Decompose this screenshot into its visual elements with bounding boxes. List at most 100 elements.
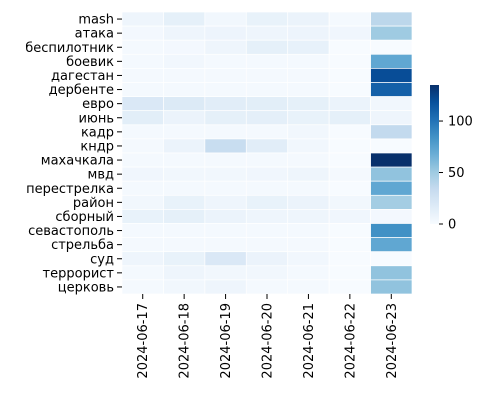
y-tick-label: беспилотник	[25, 41, 114, 56]
heatmap-cell	[204, 39, 247, 55]
heatmap-cell	[245, 279, 289, 295]
heatmap-cell	[163, 237, 206, 253]
heatmap-cells	[121, 11, 413, 295]
heatmap-cell	[204, 82, 247, 97]
heatmap-cell	[121, 152, 164, 168]
heatmap-cell	[163, 223, 206, 238]
heatmap-cell	[328, 265, 371, 281]
heatmap-cell	[163, 11, 206, 27]
heatmap-cell	[287, 265, 330, 281]
heatmap-cell	[245, 124, 289, 140]
heatmap-cell	[245, 53, 289, 69]
heatmap-cell	[163, 25, 206, 41]
y-tick-label: атака	[75, 27, 114, 42]
heatmap-cell	[204, 124, 247, 140]
heatmap-cell	[204, 110, 247, 126]
heatmap-cell	[328, 11, 371, 27]
x-tick-label: 2024-06-18	[178, 303, 193, 379]
heatmap-cell	[328, 251, 371, 267]
heatmap-cell	[370, 82, 413, 97]
heatmap-cell	[328, 68, 371, 83]
heatmap-cell	[121, 39, 164, 55]
heatmap-cell	[370, 96, 413, 112]
heatmap-cell	[370, 166, 413, 182]
heatmap-cell	[328, 237, 371, 253]
x-tick-label: 2024-06-22	[343, 303, 358, 379]
heatmap-cell	[204, 209, 247, 224]
y-tick-label: террорист	[43, 266, 115, 281]
heatmap-cell	[287, 194, 330, 210]
colorbar-tick-label: 0	[448, 218, 456, 233]
heatmap-cell	[204, 237, 247, 253]
heatmap-cell	[328, 96, 371, 112]
y-tick-label: церковь	[58, 280, 114, 295]
heatmap-cell	[287, 279, 330, 295]
heatmap-cell	[328, 152, 371, 168]
heatmap-cell	[163, 124, 206, 140]
colorbar-gradient	[430, 85, 439, 224]
heatmap-cell	[370, 180, 413, 196]
heatmap-cell	[121, 110, 164, 126]
heatmap-cell	[370, 25, 413, 41]
heatmap-cell	[370, 124, 413, 140]
heatmap-cell	[245, 166, 289, 182]
heatmap-cell	[370, 194, 413, 210]
heatmap-cell	[163, 53, 206, 69]
heatmap-cell	[328, 279, 371, 295]
heatmap-cell	[287, 180, 330, 196]
y-tick-label: кндр	[80, 139, 114, 154]
y-tick-label: дербенте	[49, 83, 114, 98]
y-tick-label: дагестан	[51, 69, 114, 84]
heatmap-cell	[245, 194, 289, 210]
y-tick-label: евро	[82, 97, 114, 112]
heatmap-cell	[204, 180, 247, 196]
heatmap-cell	[370, 53, 413, 69]
heatmap-cell	[370, 110, 413, 126]
heatmap-cell	[245, 251, 289, 267]
heatmap-cell	[245, 180, 289, 196]
heatmap-cell	[121, 180, 164, 196]
heatmap-cell	[287, 251, 330, 267]
heatmap-cell	[287, 68, 330, 83]
x-tick-label: 2024-06-17	[136, 303, 151, 379]
heatmap-cell	[163, 110, 206, 126]
heatmap-cell	[370, 279, 413, 295]
heatmap-cell	[121, 166, 164, 182]
x-tick-label: 2024-06-23	[385, 303, 400, 379]
heatmap-cell	[287, 237, 330, 253]
heatmap-cell	[287, 209, 330, 224]
heatmap-cell	[328, 194, 371, 210]
y-tick-label: севастополь	[28, 224, 114, 239]
heatmap-cell	[204, 265, 247, 281]
y-tick-label: стрельба	[51, 238, 114, 253]
colorbar-tick-label: 50	[448, 166, 465, 181]
heatmap-cell	[121, 82, 164, 97]
heatmap-cell	[163, 82, 206, 97]
heatmap-cell	[204, 25, 247, 41]
heatmap-cell	[204, 11, 247, 27]
heatmap-cell	[328, 223, 371, 238]
y-tick-label: боевик	[66, 55, 114, 70]
y-tick-label: перестрелка	[26, 182, 114, 197]
heatmap-cell	[204, 96, 247, 112]
heatmap-cell	[370, 251, 413, 267]
heatmap-cell	[370, 152, 413, 168]
x-tick-label: 2024-06-20	[261, 303, 276, 379]
heatmap-cell	[121, 96, 164, 112]
heatmap-cell	[245, 110, 289, 126]
heatmap-cell	[204, 251, 247, 267]
heatmap-cell	[121, 279, 164, 295]
heatmap-cell	[163, 166, 206, 182]
heatmap-cell	[121, 237, 164, 253]
heatmap-cell	[204, 152, 247, 168]
y-tick-label: mash	[78, 13, 114, 28]
heatmap-cell	[287, 25, 330, 41]
heatmap-cell	[328, 82, 371, 97]
heatmap-cell	[121, 68, 164, 83]
heatmap-cell	[245, 223, 289, 238]
colorbar: 0 50 100	[430, 85, 473, 233]
heatmap-cell	[121, 223, 164, 238]
heatmap-cell	[328, 39, 371, 55]
heatmap-cell	[287, 96, 330, 112]
heatmap-cell	[287, 138, 330, 154]
